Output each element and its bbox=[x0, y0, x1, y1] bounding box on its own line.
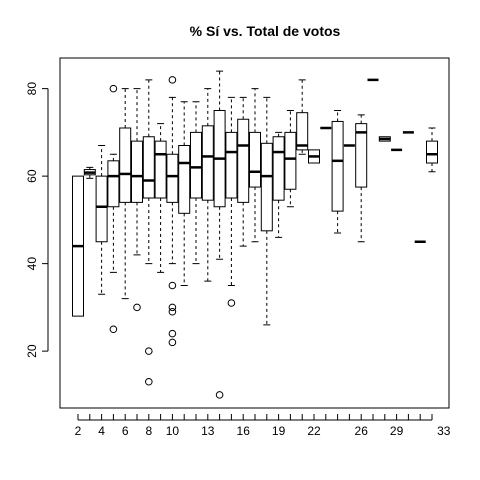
box bbox=[166, 153, 179, 203]
x-tick-label: 8 bbox=[145, 424, 152, 438]
x-tick-label: 19 bbox=[272, 424, 286, 438]
x-tick-label: 22 bbox=[307, 424, 321, 438]
box bbox=[225, 131, 238, 199]
box-group bbox=[296, 79, 309, 155]
box bbox=[260, 142, 273, 232]
box bbox=[119, 127, 132, 203]
y-tick-label: 20 bbox=[25, 344, 39, 358]
y-tick-label: 80 bbox=[25, 82, 39, 96]
x-tick-label: 10 bbox=[166, 424, 180, 438]
x-tick-label: 26 bbox=[355, 424, 369, 438]
chart-title: % Sí vs. Total de votos bbox=[190, 23, 341, 39]
box-group bbox=[154, 123, 167, 273]
box-group bbox=[119, 88, 132, 300]
x-axis: 2 4 6 8 10 13 16 19 22 26 29 33 bbox=[75, 414, 451, 438]
box bbox=[154, 140, 167, 199]
box-group bbox=[131, 88, 143, 312]
box bbox=[107, 160, 120, 208]
x-tick-label: 13 bbox=[201, 424, 215, 438]
box-group bbox=[142, 79, 155, 386]
box-group bbox=[190, 101, 202, 265]
box-group bbox=[308, 149, 320, 164]
outlier-point bbox=[168, 307, 177, 316]
x-tick-label: 6 bbox=[122, 424, 129, 438]
box bbox=[95, 175, 108, 243]
outlier-point bbox=[215, 391, 224, 399]
box-group bbox=[260, 96, 273, 326]
box bbox=[355, 123, 368, 188]
box-group bbox=[107, 84, 120, 334]
plot-area-frame bbox=[59, 57, 450, 409]
box-group bbox=[331, 110, 344, 234]
x-tick-label: 2 bbox=[75, 424, 82, 438]
outlier-point bbox=[145, 347, 153, 355]
x-tick-label: 4 bbox=[98, 424, 105, 438]
box bbox=[426, 140, 438, 164]
outlier-point bbox=[227, 299, 236, 307]
box bbox=[272, 136, 285, 201]
box bbox=[331, 120, 344, 212]
y-axis: 20 40 60 80 bbox=[25, 82, 49, 358]
box-group bbox=[426, 127, 438, 173]
box-group bbox=[225, 96, 238, 307]
box bbox=[142, 136, 155, 199]
box bbox=[296, 112, 309, 151]
box bbox=[190, 131, 202, 199]
box-group bbox=[95, 145, 108, 295]
box-group bbox=[213, 70, 226, 399]
outlier-point bbox=[109, 84, 118, 93]
x-tick-label: 16 bbox=[237, 424, 251, 438]
box bbox=[237, 118, 250, 203]
box-group bbox=[83, 166, 96, 179]
outlier-point bbox=[145, 377, 153, 386]
box-group bbox=[237, 96, 250, 247]
outlier-point bbox=[168, 303, 177, 312]
x-tick-label: 33 bbox=[437, 424, 451, 438]
box bbox=[131, 140, 143, 203]
box bbox=[178, 145, 191, 214]
box-group bbox=[378, 136, 391, 142]
boxes-layer bbox=[72, 70, 438, 399]
x-tick-label: 29 bbox=[390, 424, 404, 438]
box bbox=[201, 125, 214, 201]
box-group bbox=[272, 131, 285, 238]
outlier-point bbox=[168, 281, 177, 290]
y-tick-label: 60 bbox=[25, 169, 39, 183]
box bbox=[284, 131, 297, 190]
outlier-point bbox=[168, 76, 177, 84]
box-group bbox=[166, 76, 179, 347]
box-group bbox=[355, 114, 368, 243]
box-group bbox=[72, 175, 84, 317]
outlier-point bbox=[109, 325, 118, 334]
box-group bbox=[178, 101, 191, 286]
outlier-point bbox=[133, 303, 141, 312]
y-tick-label: 40 bbox=[25, 257, 39, 271]
box-group bbox=[284, 110, 297, 208]
outlier-point bbox=[168, 329, 177, 338]
outlier-point bbox=[168, 338, 177, 347]
box bbox=[249, 131, 261, 188]
box-group bbox=[201, 88, 214, 282]
box-group bbox=[249, 88, 261, 243]
